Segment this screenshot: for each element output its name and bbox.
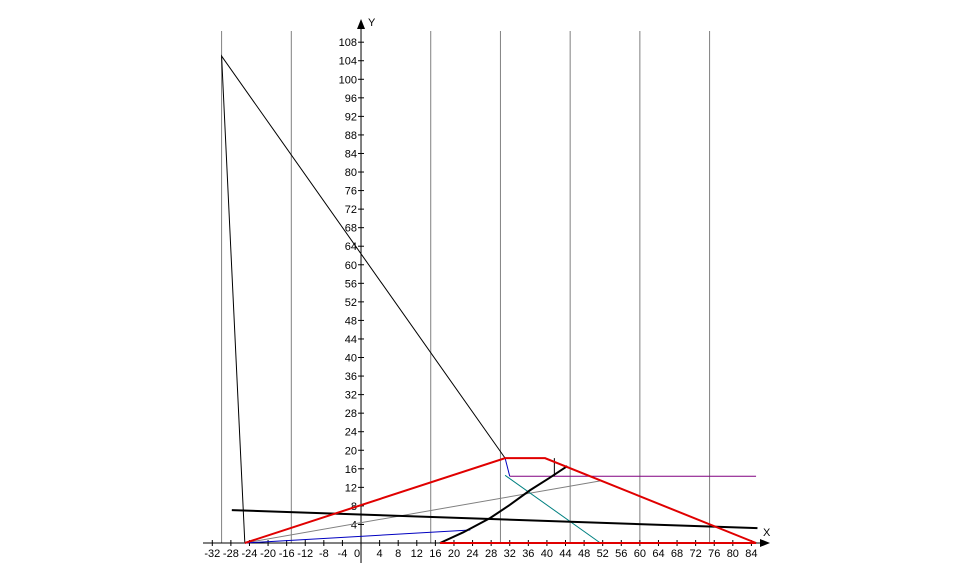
x-tick-label: 20 [448,548,460,560]
x-tick-label: -28 [223,548,239,560]
y-tick-label: 44 [345,334,357,346]
x-tick-label: -8 [319,548,329,560]
x-tick-label: 60 [634,548,646,560]
x-tick-label: 56 [615,548,627,560]
y-tick-label: 60 [345,260,357,272]
line-series [221,54,506,544]
line-series [504,458,511,477]
y-axis-arrow [357,19,366,29]
y-tick-label: 36 [345,371,357,383]
x-tick-label: -12 [297,548,313,560]
x-tick-label: 64 [652,548,664,560]
x-tick-label: -16 [279,548,295,560]
y-tick-label: 28 [345,408,357,420]
y-tick-label: 32 [345,390,357,402]
y-tick-label: 40 [345,353,357,365]
y-tick-label: 4 [351,519,357,531]
x-tick-label: 4 [377,548,383,560]
x-tick-label: -20 [260,548,276,560]
y-tick-label: 96 [345,93,357,105]
x-tick-label: 16 [429,548,441,560]
line-series [231,509,758,530]
x-tick-label: 76 [708,548,720,560]
x-tick-label: 68 [671,548,683,560]
x-axis-arrow [760,539,770,547]
y-tick-label: 56 [345,278,357,290]
y-tick-label: 20 [345,445,357,457]
y-tick-label: 100 [339,74,357,86]
x-tick-label: 36 [522,548,534,560]
x-tick-label: 28 [485,548,497,560]
y-tick-label: 12 [345,482,357,494]
y-tick-label: 80 [345,167,357,179]
x-tick-label: -32 [204,548,220,560]
y-tick-label: 108 [339,37,357,49]
y-tick-label: 24 [345,427,357,439]
line-series [244,529,471,544]
x-tick-label: -4 [338,548,348,560]
y-tick-label: 64 [345,241,357,253]
y-tick-label: 16 [345,464,357,476]
line-series [504,474,601,544]
y-tick-label: 76 [345,186,357,198]
x-tick-label: 44 [559,548,571,560]
x-tick-label: 8 [395,548,401,560]
y-tick-label: 52 [345,297,357,309]
x-tick-label: 48 [578,548,590,560]
x-tick-label: 52 [597,548,609,560]
x-tick-label: -24 [242,548,258,560]
x-tick-label: 84 [745,548,757,560]
y-tick-label: 88 [345,130,357,142]
line-series [244,457,757,544]
line-series [439,465,568,544]
y-axis-label: Y [368,17,376,29]
x-axis-label: X [763,527,771,539]
y-tick-label: 68 [345,223,357,235]
x-tick-label: 24 [466,548,478,560]
y-tick-label: 72 [345,204,357,216]
y-tick-label: 92 [345,111,357,123]
y-tick-label: 104 [339,56,357,68]
x-tick-label: 0 [354,548,360,560]
line-series [244,480,601,544]
y-tick-label: 84 [345,148,357,160]
x-tick-label: 32 [504,548,516,560]
x-tick-label: 80 [727,548,739,560]
x-tick-label: 40 [541,548,553,560]
y-tick-label: 48 [345,315,357,327]
x-tick-label: 72 [690,548,702,560]
x-tick-label: 12 [411,548,423,560]
